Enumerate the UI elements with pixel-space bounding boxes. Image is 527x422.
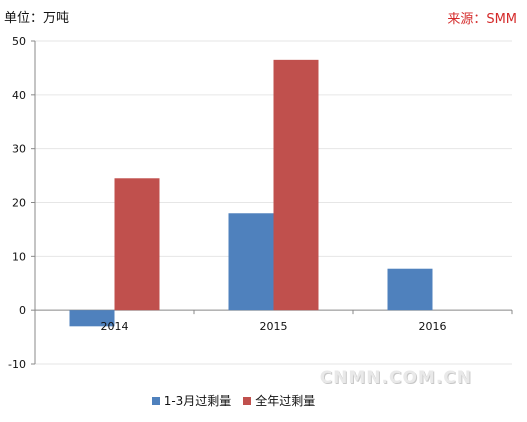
x-category-label: 2016 [419, 320, 447, 333]
legend-swatch-q1 [151, 396, 160, 405]
legend-label-annual: 全年过剩量 [255, 394, 316, 408]
bar-2016-series-1 [387, 268, 433, 311]
source-label: 来源：SMM [447, 12, 517, 27]
x-category-label: 2015 [260, 320, 288, 333]
y-tick-label: -10 [8, 358, 26, 371]
legend-label-q1: 1-3月过剩量 [163, 394, 232, 408]
bar-2015-series-2 [273, 59, 319, 311]
y-tick-label: 50 [12, 35, 26, 48]
x-category-label: 2014 [101, 320, 129, 333]
y-tick-label: 30 [12, 143, 26, 156]
bar-2014-series-2 [114, 178, 160, 311]
bars [69, 59, 433, 327]
legend: 1-3月过剩量 全年过剩量 [0, 392, 527, 409]
axis-labels: -10 0 10 20 30 40 50 2014 2015 2016 [8, 35, 446, 371]
y-tick-label: 20 [12, 197, 26, 210]
unit-label: 单位：万吨 [4, 11, 70, 26]
watermark: CNMN.COM.CN [319, 368, 472, 388]
legend-swatch-annual [243, 396, 252, 405]
y-tick-label: 0 [19, 304, 26, 317]
legend-item-q1-surplus: 1-3月过剩量 [151, 392, 232, 409]
legend-item-annual-surplus: 全年过剩量 [243, 392, 315, 409]
y-tick-label: 40 [12, 89, 26, 102]
bar-2015-series-1 [228, 213, 274, 311]
bar-2014-series-1 [69, 310, 115, 327]
y-tick-label: 10 [12, 250, 26, 263]
